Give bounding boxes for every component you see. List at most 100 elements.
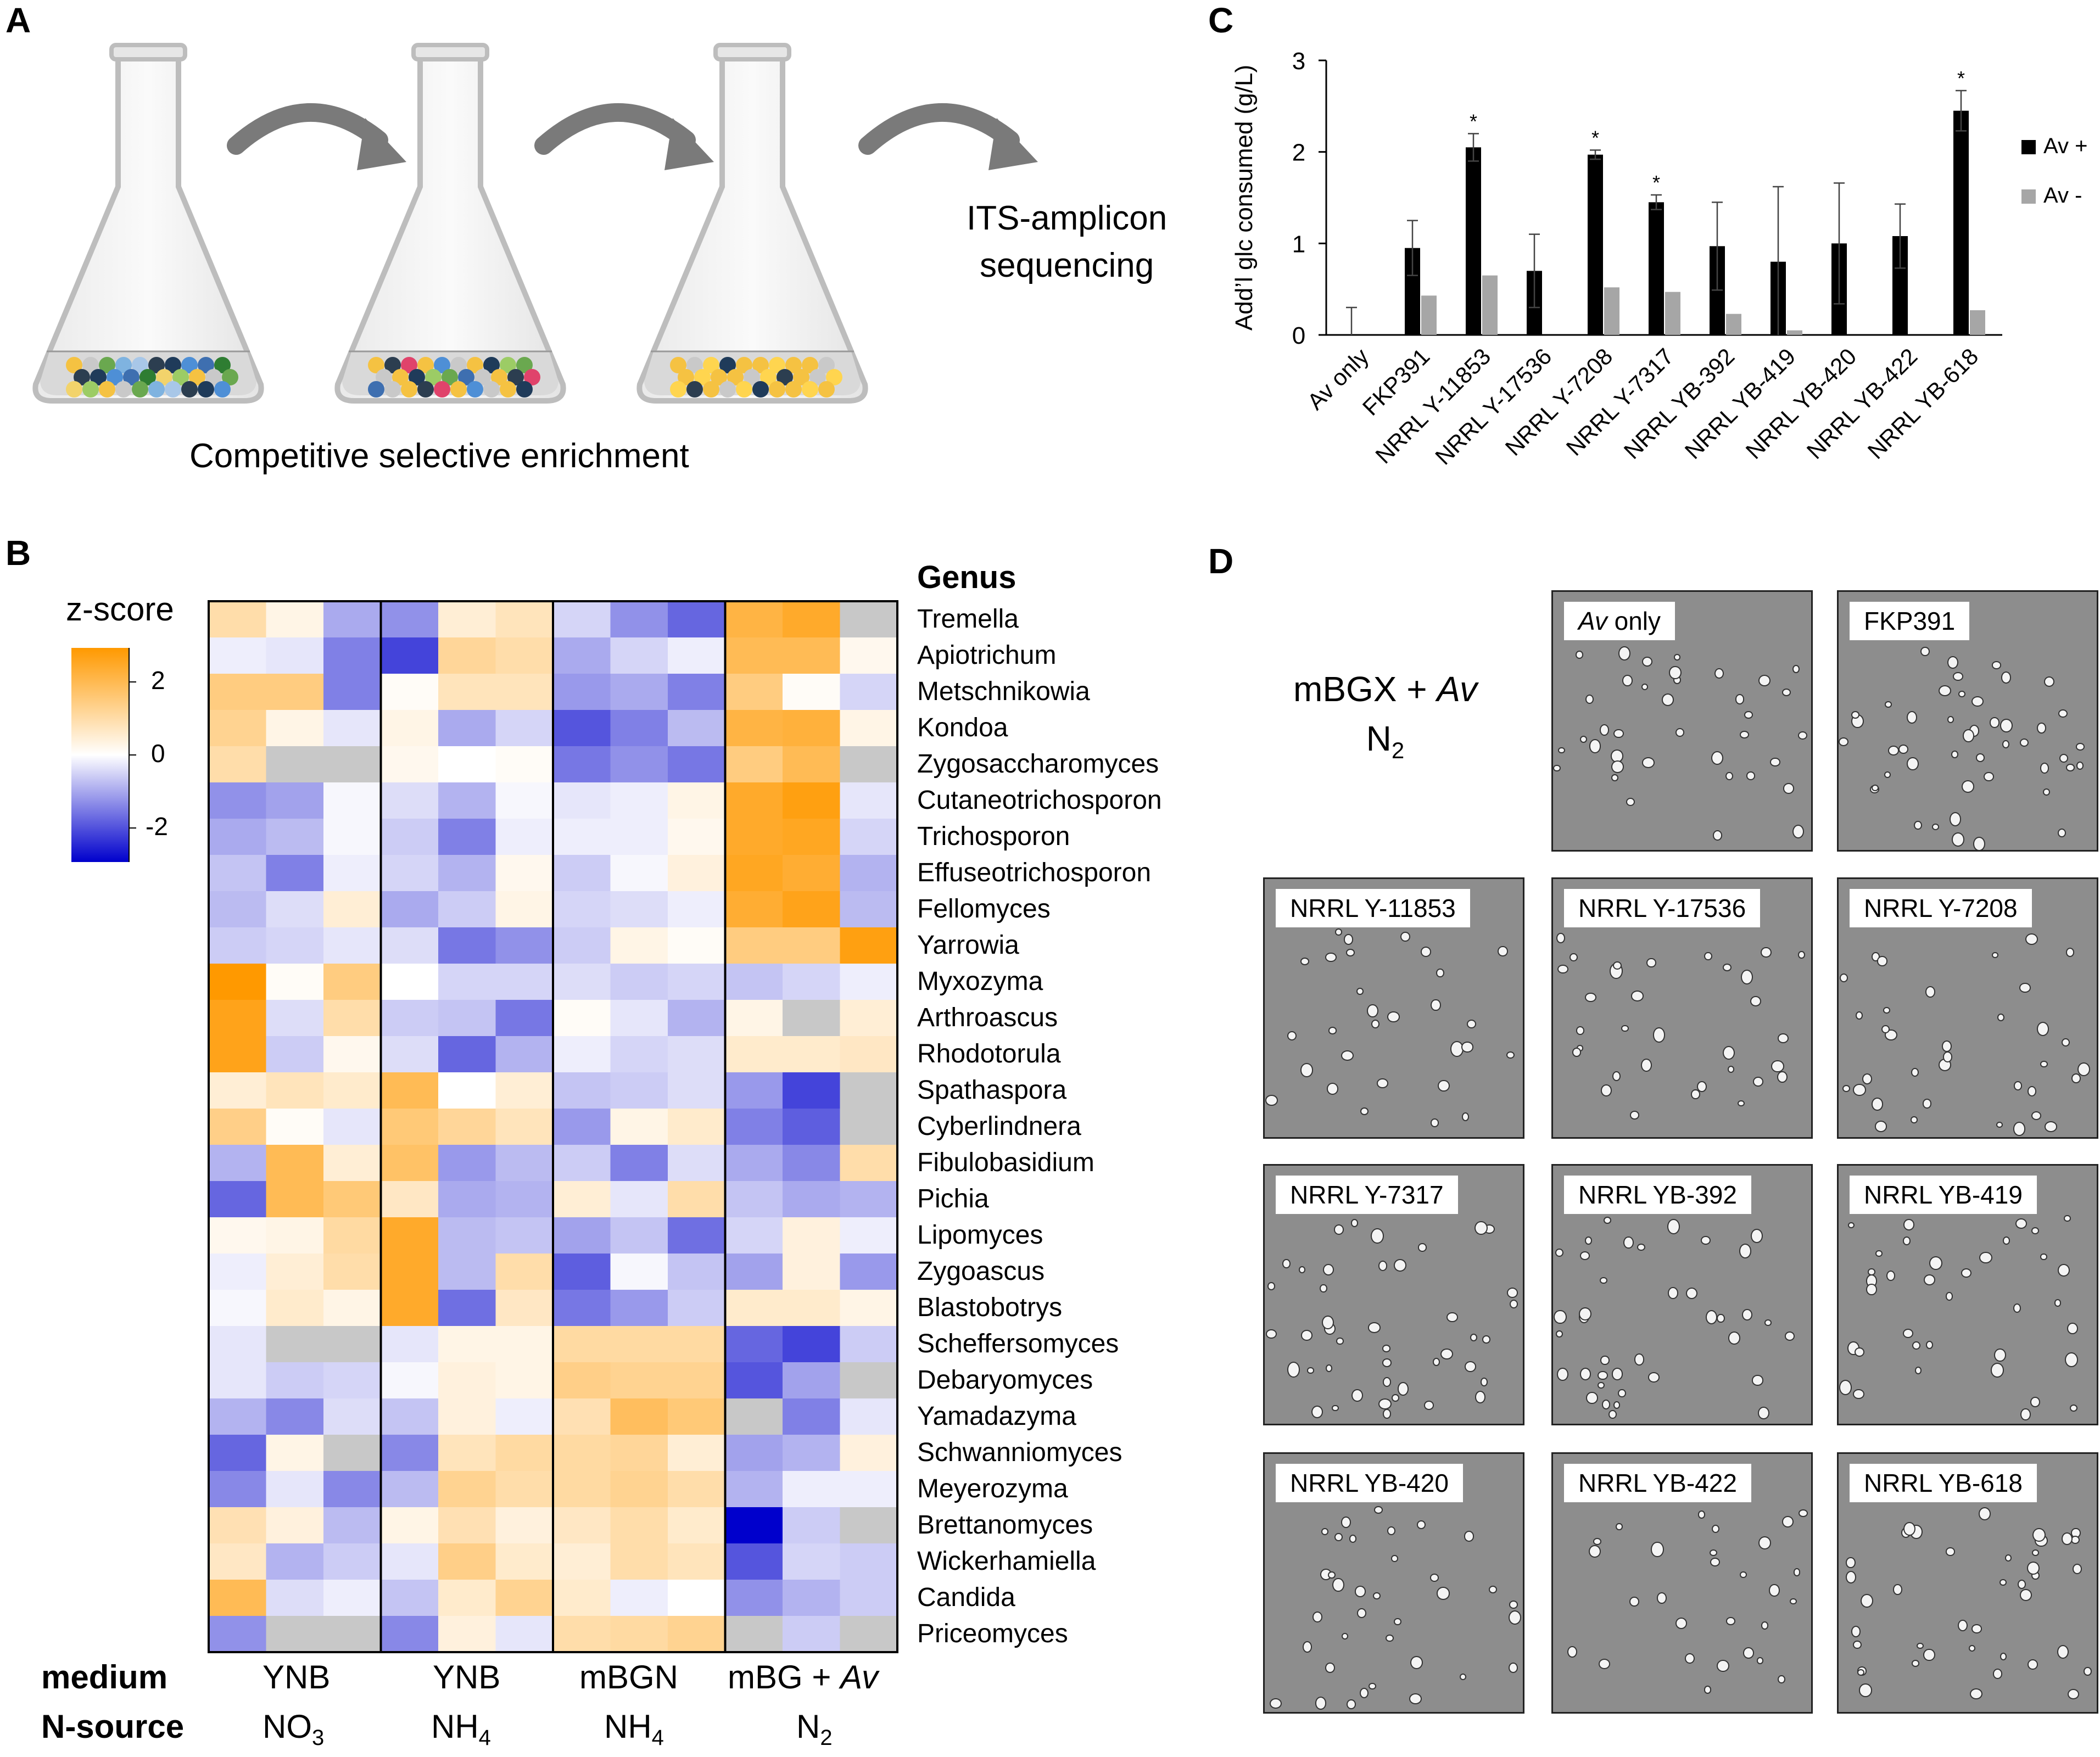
cell [1367,1322,1381,1333]
cell [2065,947,2074,957]
cell [1661,693,1674,706]
heatmap-cell [668,782,725,819]
cell [1623,1236,1634,1249]
cell [1397,1381,1409,1396]
cell-dot [434,357,450,373]
heatmap-cell [438,1362,496,1399]
heatmap-cell [381,1109,439,1145]
cell [1932,824,1940,830]
heatmap-cell [381,1326,439,1363]
cell [2067,1322,2079,1334]
heatmap-cell [438,1290,496,1327]
heatmap-cell [553,819,611,855]
cell [1371,1019,1380,1028]
heatmap-cell [495,1362,554,1399]
micrograph: FKP391 [1837,590,2098,852]
heatmap-cell [553,1543,611,1580]
condition-line-1: mBGX + Av [1293,664,1477,714]
cell-dot [165,381,181,398]
flask-rim [411,43,489,61]
cell [2004,1554,2012,1562]
cell [1953,672,1963,681]
nsource-sub: 4 [478,1726,491,1750]
bar-av-minus [1787,330,1802,335]
cell-dot [376,369,392,385]
heatmap-cell [610,746,668,783]
cell [1673,654,1681,661]
heatmap-cell [323,1362,381,1399]
cell [1778,1675,1785,1684]
flask-body [636,52,868,404]
heatmap-cell [266,1398,324,1435]
micrograph-label: NRRL YB-419 [1850,1176,2037,1214]
genus-label: Candida [917,1583,1015,1612]
condition-sub: 2 [1391,737,1405,763]
cell [1432,1358,1440,1366]
heatmap-cell [209,1072,266,1109]
cell [1888,745,1900,756]
cell [1341,1050,1354,1061]
heatmap-cell [668,674,725,710]
cell [2017,1579,2026,1590]
heatmap-cell [725,637,783,674]
cell [1710,1558,1721,1567]
cell [2043,676,2054,687]
heatmap-cell [438,891,496,928]
heatmap-cell [668,927,725,964]
cell [1945,1291,1953,1301]
cell [1761,1621,1769,1630]
condition-line-2: N2 [1293,714,1477,775]
heatmap-cell [840,1072,898,1109]
micrograph-label: NRRL Y-7208 [1850,889,2032,927]
cell [2058,1264,2070,1277]
heatmap-cell [323,1543,381,1580]
heatmap-cell [610,819,668,855]
arrow-head-3 [988,118,1038,170]
cell-dot [384,357,401,373]
genus-label: Yamadazyma [917,1402,1076,1431]
heatmap-cell [381,710,439,747]
cell [1306,1367,1315,1374]
heatmap-cell [610,782,668,819]
cell [1875,1250,1883,1257]
micrograph: NRRL YB-392 [1551,1164,1813,1425]
cell [1613,729,1624,738]
cell [1911,1067,1919,1077]
heatmap-cell [495,637,554,674]
cell [2062,1532,2073,1545]
cell [1958,1619,1968,1631]
heatmap-cell [553,1398,611,1435]
cell [1667,1219,1680,1235]
heatmap-cell [610,710,668,747]
colorbar-tick-label: 2 [151,666,165,695]
genus-label: Arthroascus [917,1003,1058,1032]
cell [1423,1401,1434,1410]
cell [1714,668,1724,679]
heatmap-cell [668,1109,725,1145]
cell [1862,1073,1873,1085]
heatmap-cell [323,1109,381,1145]
heatmap-cell [438,710,496,747]
cell [1743,1647,1755,1659]
cell [1332,1405,1339,1412]
cell-dot [417,381,434,398]
heatmap-cell [668,601,725,638]
heatmap-cell [381,1580,439,1616]
heatmap-cell [553,1109,611,1145]
micrograph-label-italic: Av [1578,607,1607,635]
cell [1270,1698,1282,1709]
heatmap-cell [438,819,496,855]
cell [1321,1527,1329,1536]
cell-dot [214,357,231,373]
cell [1798,951,1805,959]
heatmap-cell [266,710,324,747]
cell [1392,1394,1400,1402]
heatmap-cell [783,782,840,819]
cell-dot [90,369,107,385]
cell [1569,953,1578,962]
cell [2000,1652,2007,1660]
cell [1877,956,1888,966]
cell [1637,1244,1646,1251]
cell [1611,1368,1623,1380]
cell [1727,1065,1734,1073]
